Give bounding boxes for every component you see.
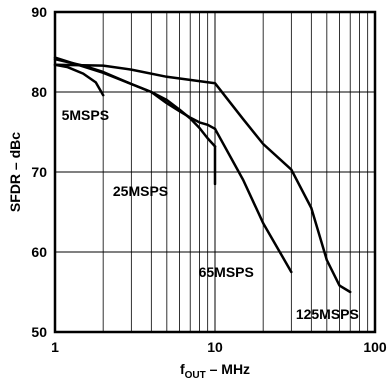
series-label-5msps: 5MSPS bbox=[62, 107, 109, 123]
x-tick-label: 100 bbox=[363, 339, 387, 355]
x-axis-title-rest: – MHz bbox=[206, 361, 250, 377]
series-line-65msps bbox=[53, 56, 217, 131]
y-tick-label: 70 bbox=[31, 164, 47, 180]
annotation-layer: 5MSPS 25MSPS 65MSPS 125MSPS bbox=[62, 107, 359, 322]
y-tick-label: 50 bbox=[31, 324, 47, 340]
series-line-65msps-extension bbox=[213, 127, 293, 274]
x-tick-label: 10 bbox=[207, 339, 223, 355]
y-axis-title: SFDR – dBc bbox=[7, 132, 23, 212]
x-axis-title-sub: OUT bbox=[185, 370, 206, 381]
plot-frame bbox=[53, 10, 377, 334]
series-line-5msps bbox=[53, 63, 105, 97]
x-axis-title: fOUT – MHz bbox=[180, 361, 250, 381]
x-axis-title-main: f bbox=[180, 361, 185, 377]
series-line-125msps bbox=[53, 63, 352, 294]
series-label-65msps: 65MSPS bbox=[199, 264, 254, 280]
y-tick-label: 90 bbox=[31, 4, 47, 20]
x-tick-label: 1 bbox=[51, 339, 59, 355]
y-tick-label: 80 bbox=[31, 84, 47, 100]
series-label-125msps: 125MSPS bbox=[296, 306, 359, 322]
y-tick-label: 60 bbox=[31, 244, 47, 260]
series-label-25msps: 25MSPS bbox=[113, 183, 168, 199]
grid bbox=[55, 12, 375, 332]
series-layer bbox=[53, 56, 352, 294]
